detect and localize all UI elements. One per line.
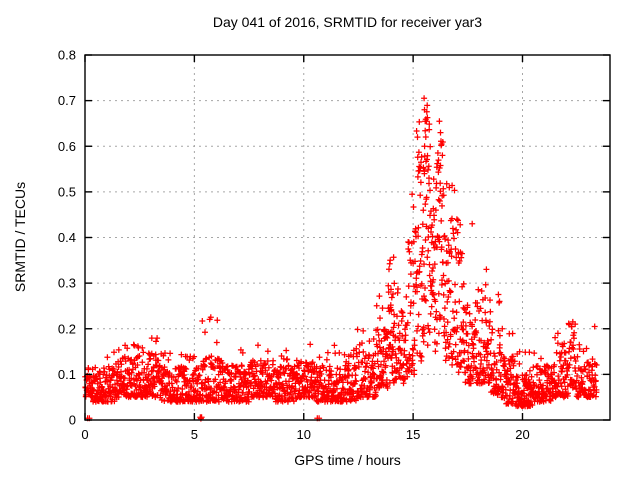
x-axis-label: GPS time / hours xyxy=(294,452,401,468)
tick-labels: 0 0.1 0.2 0.3 0.4 0.5 0.6 0.7 0.8 0 5 10 15 20 xyxy=(58,48,530,443)
x-tick-label: 15 xyxy=(406,427,420,442)
y-tick-label: 0.7 xyxy=(58,93,76,108)
chart-title: Day 041 of 2016, SRMTID for receiver yar… xyxy=(212,14,483,30)
axis-frame xyxy=(84,54,611,421)
y-tick-label: 0.8 xyxy=(58,48,76,63)
x-tick-label: 10 xyxy=(297,427,311,442)
x-tick-label: 20 xyxy=(515,427,529,442)
x-tick-label: 5 xyxy=(191,427,198,442)
data-points xyxy=(82,95,600,422)
y-tick-label: 0.1 xyxy=(58,367,76,382)
y-tick-label: 0.5 xyxy=(58,184,76,199)
y-tick-label: 0 xyxy=(69,413,76,428)
x-tick-label: 0 xyxy=(81,427,88,442)
y-tick-label: 0.4 xyxy=(58,230,76,245)
y-tick-label: 0.2 xyxy=(58,321,76,336)
y-tick-label: 0.3 xyxy=(58,276,76,291)
y-tick-label: 0.6 xyxy=(58,139,76,154)
